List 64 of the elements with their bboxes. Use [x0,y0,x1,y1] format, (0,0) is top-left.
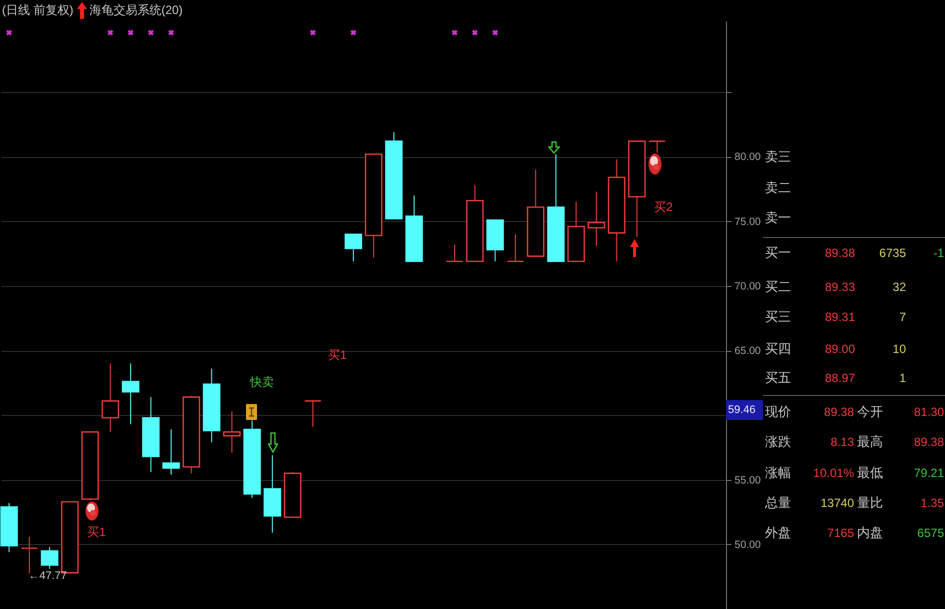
text: 内盘 [857,524,883,542]
text: 89.31 [824,309,855,326]
candlestick [506,234,524,262]
text: 最高 [857,433,883,451]
text: 13740 [820,495,854,512]
annotation: 买2 [654,200,674,214]
y-tick-label: 55.00 [734,474,761,486]
text: 32 [892,279,906,296]
text: 卖二 [765,179,791,197]
annotation: ←47.77 [28,570,67,582]
candlestick [304,400,322,428]
text: 81.30 [914,404,944,421]
text: 89.00 [824,341,855,358]
text: 88.97 [824,370,855,387]
text: 最低 [857,464,883,482]
candlestick [162,428,180,476]
y-tick-label: 65.00 [734,345,761,358]
text: 现价 [765,403,791,421]
text: 买四 [765,340,791,358]
y-tick-label: 80.00 [734,151,761,164]
candlestick [122,362,140,425]
chart-title: (日线 前复权) [2,2,74,19]
candlestick [223,410,241,454]
text: 涨幅 [765,464,791,482]
text: 1 [899,370,906,387]
text: 89.33 [824,279,855,296]
y-tick-label: 50.00 [734,538,761,551]
candlestick [588,191,606,246]
text: 59.46 [726,400,763,420]
chart-subtitle: 海龟交易系统(20) [89,2,183,19]
text: 今开 [857,403,883,421]
text: -1 [933,245,944,262]
text: 买五 [765,369,791,387]
text: 外盘 [765,524,791,542]
candlestick [446,244,464,262]
text: 6735 [879,245,906,262]
text: 总量 [765,494,791,512]
candlestick [40,546,58,570]
annotation: 买1 [87,525,106,539]
text: 买二 [765,278,791,296]
y-tick-label: 70.00 [734,280,761,292]
text: 买三 [765,308,791,326]
text: 79.21 [914,465,944,482]
text: 涨跌 [765,433,791,451]
text: 量比 [857,494,883,512]
annotation: 买1 [328,348,348,362]
candlestick [102,362,120,432]
text: 10.01% [813,465,854,482]
candlestick [344,234,362,262]
text: 6575 [917,525,944,542]
text: 10 [892,341,906,358]
candlestick [648,140,666,154]
text: 卖三 [765,148,791,166]
text: 1.35 [920,495,944,512]
text: 卖一 [765,209,791,227]
text: 89.38 [914,434,944,451]
annotation: 快卖 [249,375,274,389]
text: 8.13 [830,434,854,451]
y-tick-label: 75.00 [734,216,761,228]
text: 7 [899,309,906,326]
text: 89.38 [824,404,854,421]
text: 7165 [827,525,854,542]
text: 89.38 [824,245,855,262]
text: 买一 [765,244,791,262]
